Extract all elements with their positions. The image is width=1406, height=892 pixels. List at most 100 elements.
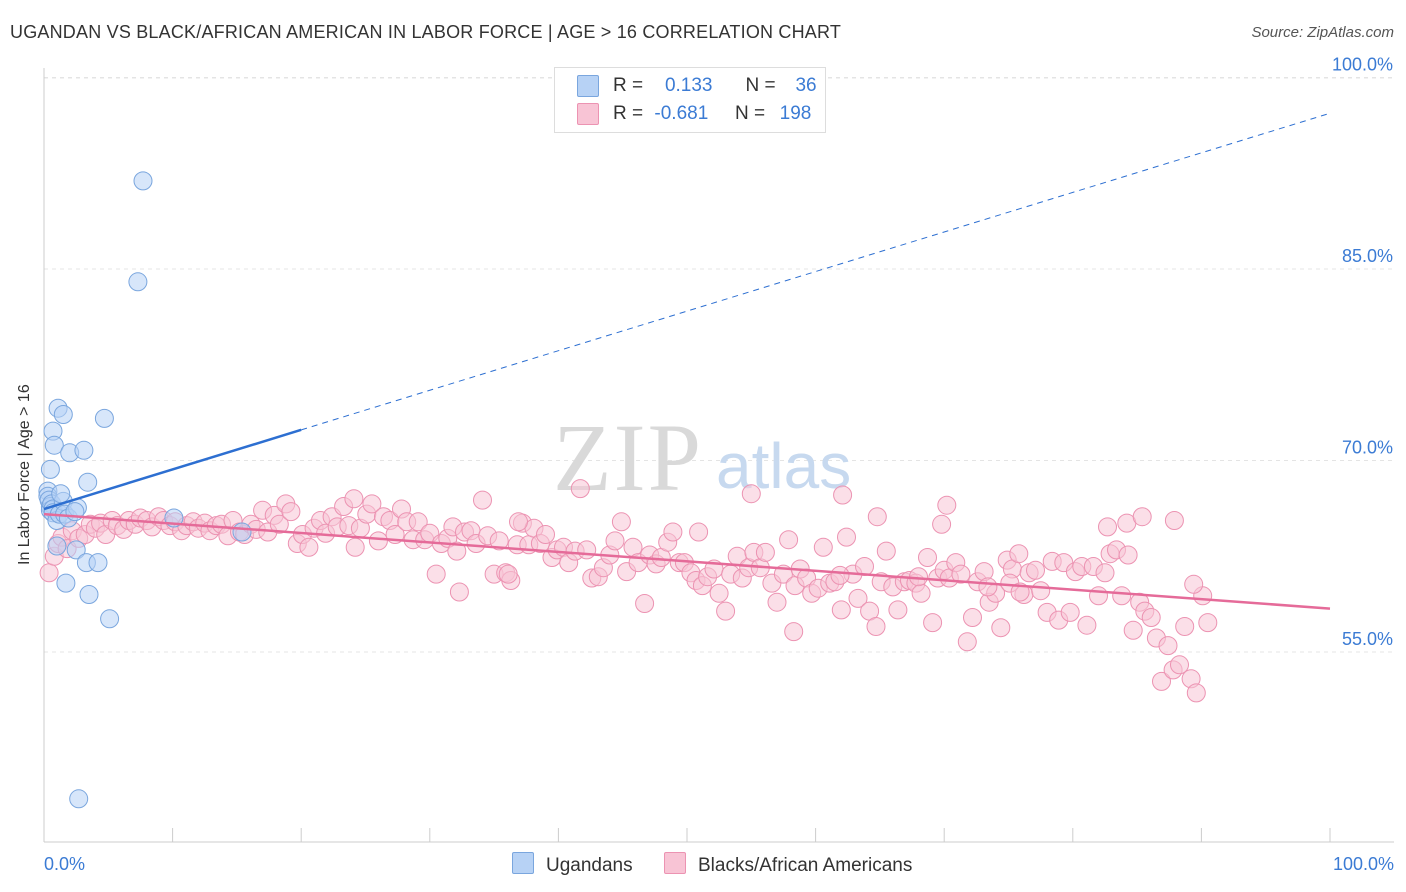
data-point <box>1152 671 1171 691</box>
data-point <box>951 564 971 584</box>
data-point <box>833 485 853 505</box>
data-point <box>991 618 1011 638</box>
data-point <box>362 494 382 514</box>
source-label: Source: ZipAtlas.com <box>1251 24 1394 41</box>
stats-row-blacks: R = -0.681 N = 198 <box>577 101 811 127</box>
data-point <box>830 565 850 585</box>
data-point <box>813 537 833 557</box>
data-point <box>1132 507 1152 527</box>
series-ugandans-points <box>38 171 252 809</box>
data-point <box>577 540 597 560</box>
data-point <box>269 514 289 534</box>
data-point <box>918 548 937 567</box>
data-point <box>53 405 73 424</box>
y-tick-label: 55.0% <box>1342 629 1393 649</box>
data-point <box>47 536 67 556</box>
data-point <box>663 522 683 542</box>
data-point <box>426 564 446 584</box>
data-point <box>498 564 518 584</box>
data-point <box>473 490 492 510</box>
data-point <box>489 531 509 551</box>
data-point <box>1089 586 1108 606</box>
blacks-n-value: 198 <box>779 103 812 124</box>
data-point <box>56 573 76 593</box>
data-point <box>867 507 887 527</box>
data-point <box>716 601 736 621</box>
data-point <box>1186 683 1206 703</box>
data-point <box>345 537 365 557</box>
data-point <box>1164 511 1184 530</box>
data-point <box>963 608 982 627</box>
data-point <box>978 577 998 597</box>
y-tick-label: 70.0% <box>1342 438 1393 458</box>
data-point <box>1170 655 1189 675</box>
data-point <box>1095 563 1115 583</box>
data-point <box>888 600 908 620</box>
data-point <box>923 613 943 633</box>
data-point <box>570 479 590 499</box>
watermark: ZIP atlas <box>553 404 851 511</box>
data-point <box>611 512 631 532</box>
data-point <box>709 583 729 603</box>
watermark-atlas: atlas <box>716 430 851 502</box>
ugandans-trend-line <box>43 428 302 511</box>
data-point <box>1158 636 1178 656</box>
trend-lines <box>43 112 1331 610</box>
r-label: R = <box>613 75 644 96</box>
data-point <box>784 622 804 642</box>
data-point <box>866 617 886 636</box>
data-point <box>932 514 952 534</box>
ugandans-legend-label: Ugandans <box>546 855 633 876</box>
data-point <box>689 522 709 542</box>
data-point <box>509 512 528 532</box>
data-point <box>741 484 761 504</box>
data-point <box>1198 613 1218 633</box>
data-point <box>79 585 99 604</box>
blacks-r-value: -0.681 <box>654 103 709 124</box>
chart-title: UGANDAN VS BLACK/AFRICAN AMERICAN IN LAB… <box>10 22 842 42</box>
data-point <box>281 502 301 522</box>
blacks-legend-label: Blacks/African Americans <box>698 855 913 876</box>
blacks-swatch <box>577 102 599 125</box>
axes <box>43 68 1394 843</box>
stats-row-ugandans: R = 0.133 N = 36 <box>577 73 817 99</box>
data-point <box>1112 586 1132 606</box>
data-point <box>74 440 94 460</box>
data-point <box>88 553 108 573</box>
data-point <box>51 484 71 504</box>
data-point <box>1184 574 1204 594</box>
data-point <box>1141 608 1161 627</box>
data-point <box>779 530 799 550</box>
data-point <box>133 171 153 191</box>
data-point <box>408 512 428 532</box>
data-point <box>1123 620 1143 640</box>
data-point <box>69 789 89 809</box>
data-point <box>1009 544 1029 564</box>
ugandans-swatch <box>577 74 599 97</box>
ugandans-n-value: 36 <box>795 75 817 96</box>
data-point <box>447 541 467 561</box>
y-tick-label: 85.0% <box>1342 246 1393 266</box>
ugandans-r-value: 0.133 <box>664 75 713 96</box>
data-point <box>635 594 655 613</box>
n-label: N = <box>734 103 766 124</box>
data-point <box>1098 517 1117 537</box>
data-point <box>344 489 364 509</box>
blacks-trend-line <box>43 512 1331 610</box>
data-point <box>1175 617 1195 636</box>
data-point <box>368 531 388 551</box>
data-point <box>66 540 86 560</box>
series-blacks-points <box>39 479 1218 703</box>
data-point <box>1060 602 1080 622</box>
data-point <box>39 563 59 583</box>
data-point <box>40 459 60 479</box>
data-point <box>831 600 851 620</box>
legend-item-blacks[interactable]: Blacks/African Americans <box>664 852 912 877</box>
ugandans-legend-swatch <box>512 852 534 874</box>
data-point <box>94 408 114 428</box>
data-point <box>299 537 319 557</box>
n-label: N = <box>745 75 776 96</box>
x-tick-label-min: 0.0% <box>44 854 85 874</box>
legend-item-ugandans[interactable]: Ugandans <box>512 852 633 877</box>
